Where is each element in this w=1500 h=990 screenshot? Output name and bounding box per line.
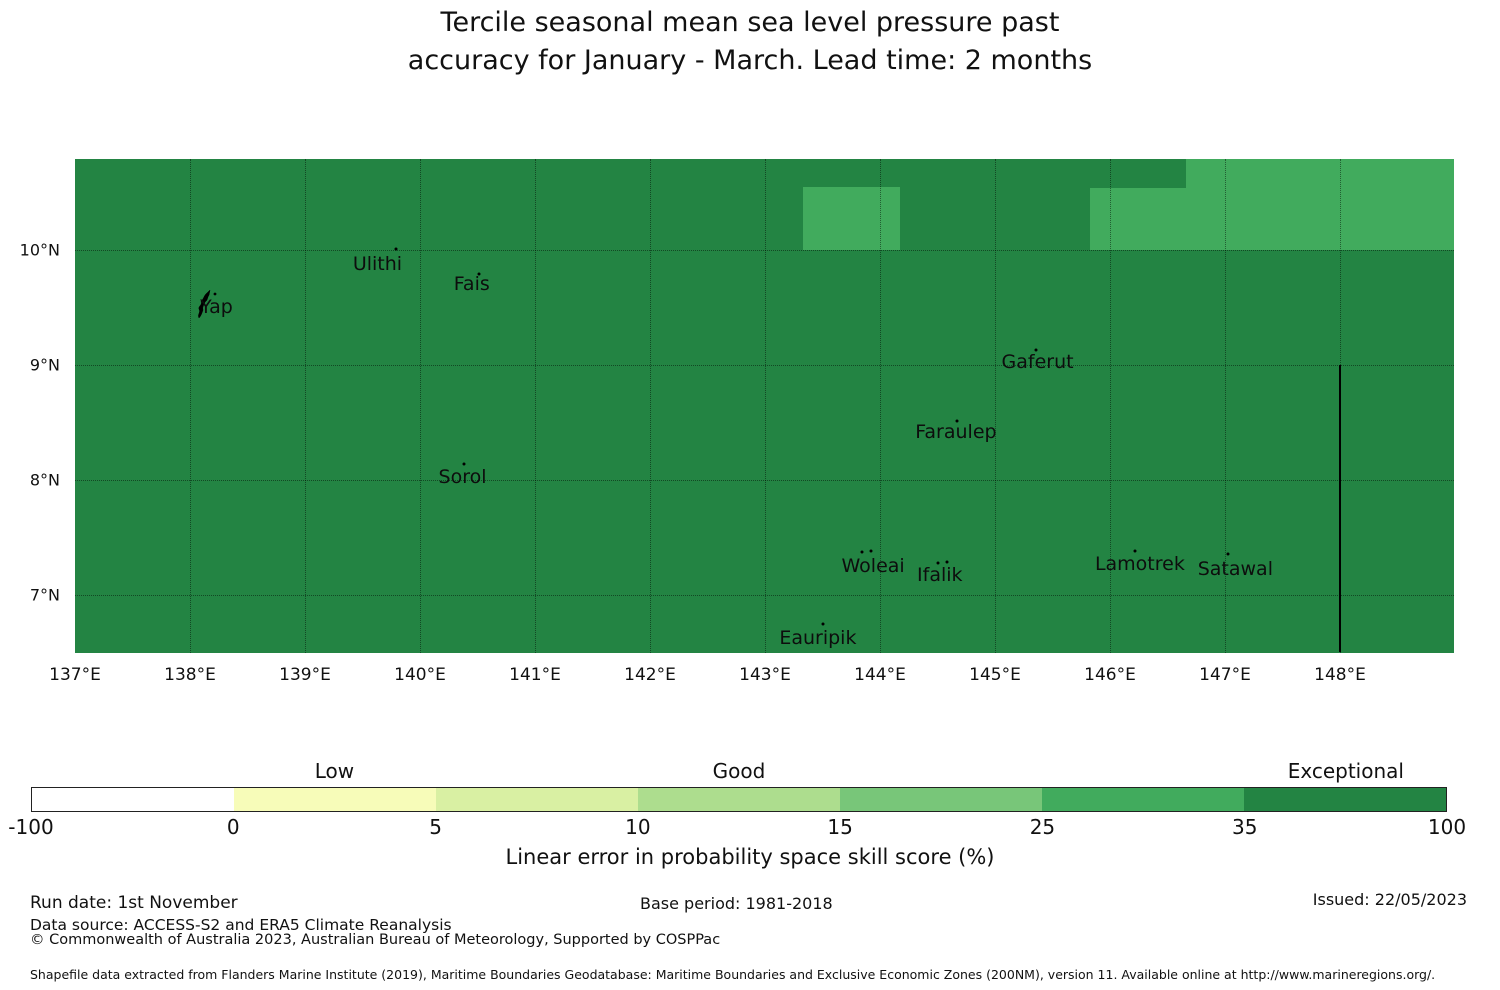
island-label: Fais [453,273,490,296]
colorbar-tick-label: -100 [8,815,54,839]
x-tick-label: 144°E [854,665,906,685]
island-marker-dot [860,550,864,554]
chart-title: Tercile seasonal mean sea level pressure… [0,4,1500,80]
x-tick-label: 139°E [279,665,331,685]
colorbar-tick-label: 10 [625,815,651,839]
gridline-vertical [305,159,306,653]
x-tick-label: 137°E [49,665,101,685]
colorbar-tick-label: 35 [1231,815,1258,839]
footer-base-period: Base period: 1981-2018 [640,894,833,913]
x-tick-label: 140°E [394,665,446,685]
gridline-vertical [995,159,996,653]
island-marker-dot [1034,348,1038,352]
island-label: Woleai [841,555,905,578]
island-marker-dot [394,247,398,251]
colorbar-category-label: Good [712,759,766,783]
gridline-vertical [765,159,766,653]
map-patch [802,186,900,250]
chart-title-line1: Tercile seasonal mean sea level pressure… [440,7,1060,38]
island-marker-dot [1133,549,1137,553]
gridline-vertical [880,159,881,653]
island-marker-dot [1226,552,1230,556]
gridline-vertical [1225,159,1226,653]
gridline-vertical [420,159,421,653]
map-patch [1090,187,1186,250]
island-marker-dot [945,560,949,564]
island-label: Eauripik [779,626,857,649]
colorbar-category-label: Exceptional [1287,759,1404,783]
colorbar-tick-label: 0 [226,815,240,839]
island-marker-dot [821,622,824,626]
gridline-horizontal [75,479,1454,481]
footer-issued: Issued: 22/05/2023 [1312,890,1467,909]
colorbar [31,787,1447,812]
colorbar-category-label: Low [314,759,355,783]
colorbar-tick-label: 100 [1427,815,1467,839]
footer-shapefile-note: Shapefile data extracted from Flanders M… [30,967,1436,982]
island-label: Lamotrek [1094,552,1185,575]
y-tick-label: 8°N [29,470,60,490]
gridline-vertical [1110,159,1111,653]
gridline-vertical [650,159,651,653]
island-marker-dot [462,462,466,466]
island-label: Sorol [438,465,487,488]
colorbar-tick-label: 25 [1029,815,1056,839]
colorbar-tick-label: 15 [827,815,853,839]
colorbar-segment [234,788,436,811]
x-tick-label: 141°E [509,665,561,685]
gridline-horizontal [75,364,1454,366]
footer-data-source: Data source: ACCESS-S2 and ERA5 Climate … [30,916,452,934]
colorbar-segment [1042,788,1244,811]
yap-island-shape [198,289,217,319]
gridline-horizontal [75,594,1454,596]
colorbar-tick-label: 5 [429,815,442,839]
island-label: Yap [200,296,233,319]
x-tick-label: 146°E [1084,665,1136,685]
colorbar-segment [638,788,840,811]
gridline-vertical [190,159,191,653]
x-tick-label: 147°E [1199,665,1251,685]
chart-title-line2: accuracy for January - March. Lead time:… [407,45,1093,76]
map-patch [1185,159,1454,250]
x-tick-label: 138°E [164,665,216,685]
island-marker-dot [477,272,481,276]
y-tick-label: 10°N [19,240,60,260]
colorbar-segment [32,788,234,811]
island-label: Satawal [1197,557,1273,580]
colorbar-segment [840,788,1042,811]
island-label: Ulithi [352,252,403,275]
colorbar-caption: Linear error in probability space skill … [505,845,995,869]
x-tick-label: 148°E [1314,665,1366,685]
footer-copyright: © Commonwealth of Australia 2023, Austra… [30,932,721,948]
eez-boundary-line [1339,364,1341,653]
x-tick-label: 145°E [969,665,1021,685]
island-label: Faraulep [915,420,997,443]
gridline-vertical [535,159,536,653]
map-plot-area: Yap Ulithi Fais Sorol Gaferut Faraulep Woleai I… [75,159,1454,653]
gridline-horizontal [75,249,1454,251]
x-tick-label: 143°E [739,665,791,685]
island-label: Gaferut [1001,350,1074,373]
colorbar-segment [436,788,638,811]
island-label: Ifalik [917,564,963,587]
island-marker-dot [936,561,939,565]
colorbar-segment [1244,788,1446,811]
y-tick-label: 7°N [29,585,60,605]
island-marker-dot [955,419,959,423]
y-tick-label: 9°N [29,355,60,375]
x-tick-label: 142°E [624,665,676,685]
footer-run-date: Run date: 1st November [30,893,238,913]
island-marker-dot [869,549,873,553]
